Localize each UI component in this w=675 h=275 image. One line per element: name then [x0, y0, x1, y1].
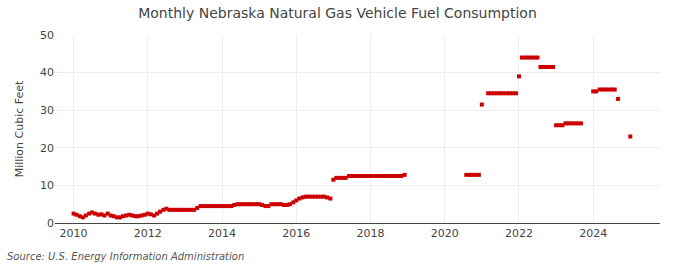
svg-text:2022: 2022 [505, 227, 533, 240]
svg-text:2010: 2010 [60, 227, 88, 240]
svg-text:2016: 2016 [282, 227, 310, 240]
svg-text:Monthly Nebraska Natural Gas V: Monthly Nebraska Natural Gas Vehicle Fue… [138, 5, 537, 21]
svg-text:2018: 2018 [356, 227, 384, 240]
svg-text:30: 30 [40, 104, 54, 117]
svg-text:Source: U.S. Energy Informatio: Source: U.S. Energy Information Administ… [7, 251, 244, 262]
svg-text:2020: 2020 [431, 227, 459, 240]
svg-text:20: 20 [40, 142, 54, 155]
svg-text:10: 10 [40, 179, 54, 192]
svg-text:Million Cubic Feet: Million Cubic Feet [13, 80, 26, 177]
svg-text:2024: 2024 [579, 227, 607, 240]
svg-text:2014: 2014 [208, 227, 236, 240]
svg-text:2012: 2012 [134, 227, 162, 240]
svg-text:0: 0 [47, 217, 54, 230]
svg-text:40: 40 [40, 66, 54, 79]
svg-text:50: 50 [40, 29, 54, 42]
